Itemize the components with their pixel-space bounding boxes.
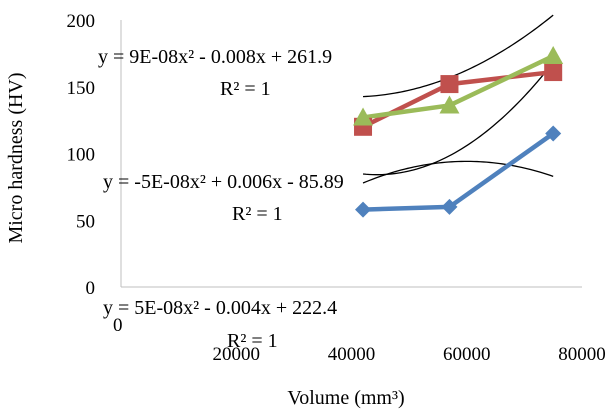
- x-tick-label: 60000: [443, 344, 491, 365]
- trendline-2: [362, 62, 554, 176]
- trendline-r2-1: R² = 1: [232, 203, 283, 225]
- axes: 0 50 100 150 200 0 20000 40000 60000 80000: [67, 11, 606, 365]
- trendline-equation-2: y = 9E-08x² - 0.008x + 261.9: [98, 46, 332, 68]
- x-tick-label: 0: [113, 315, 123, 336]
- trendline-1: [362, 160, 554, 184]
- data-point-marker: [355, 201, 372, 218]
- x-tick-label: 80000: [558, 344, 606, 365]
- y-axis-label: Micro hardness (HV): [5, 72, 27, 243]
- trendline-r2-2: R² = 1: [220, 78, 271, 100]
- y-tick-label: 150: [67, 78, 96, 99]
- trendline-layer: [362, 14, 554, 184]
- data-point-marker: [543, 46, 564, 65]
- y-tick-label: 200: [67, 11, 96, 32]
- y-tick-label: 50: [76, 211, 95, 232]
- data-point-marker: [439, 95, 460, 114]
- label-layer: Volume (mm³) Micro hardness (HV) y = 9E-…: [5, 46, 405, 409]
- trendline-3: [362, 14, 554, 98]
- y-tick-label: 100: [67, 145, 96, 166]
- x-axis-label: Volume (mm³): [287, 387, 404, 409]
- data-point-marker: [441, 198, 458, 215]
- data-point-marker: [545, 125, 562, 142]
- data-point-marker: [353, 107, 374, 126]
- series-line-1: [360, 131, 556, 212]
- marker-layer: [353, 46, 564, 218]
- x-tick-label: 40000: [328, 344, 376, 365]
- x-tick-label: 20000: [213, 344, 261, 365]
- y-tick-label: 0: [86, 278, 96, 299]
- trendline-equation-3: y = 5E-08x² - 0.004x + 222.4: [103, 297, 337, 319]
- data-point-marker: [544, 63, 563, 82]
- trendline-r2-3: R² = 1: [227, 330, 278, 352]
- trendline-equation-1: y = -5E-08x² + 0.006x - 85.89: [103, 171, 344, 193]
- data-point-marker: [440, 75, 459, 94]
